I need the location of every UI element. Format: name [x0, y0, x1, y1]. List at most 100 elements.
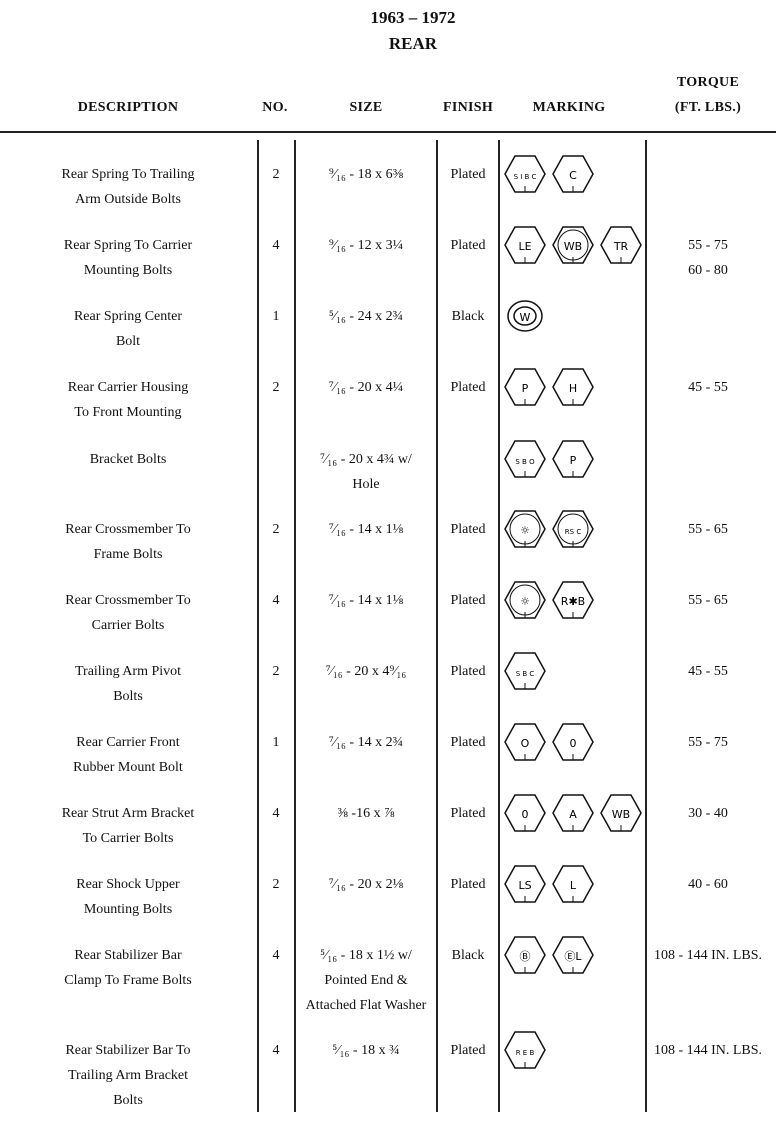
- row-description-line: Bolt: [115, 334, 141, 349]
- row-finish: Plated: [438, 1038, 498, 1063]
- header-no: NO.: [262, 100, 288, 115]
- row-size: ⁷⁄₁₆ - 14 x 1⅛: [296, 517, 436, 542]
- row-size-line: Pointed End &: [324, 973, 408, 988]
- row-description-line: Trailing Arm Pivot: [74, 664, 182, 679]
- row-description-line: Mounting Bolts: [83, 902, 173, 917]
- page-title-years: 1963 – 1972: [370, 8, 456, 27]
- row-size-line: ⁵⁄₁₆ - 18 x 1½ w/: [320, 948, 412, 963]
- row-description-line: Clamp To Frame Bolts: [64, 973, 192, 988]
- row-quantity-line: 4: [272, 238, 280, 253]
- row-description-line: Rear Stabilizer Bar: [74, 948, 182, 963]
- bolt-head-hex-icon: 0: [552, 723, 594, 761]
- bolt-head-hex-icon: 0: [504, 794, 546, 832]
- marking-text: W: [520, 311, 531, 324]
- header-marking: MARKING: [532, 100, 606, 115]
- marking-text: P: [570, 454, 577, 467]
- row-description-line: Rear Shock Upper: [76, 877, 180, 892]
- marking-text: Ⓑ: [520, 950, 531, 963]
- row-size-line: ⁷⁄₁₆ - 20 x 2⅛: [328, 877, 404, 892]
- marking-text: WB: [612, 808, 630, 821]
- row-description: Trailing Arm Pivot Bolts: [20, 659, 236, 709]
- bolt-head-hex-icon: TR: [600, 226, 642, 264]
- row-torque-line: 55 - 75: [688, 238, 728, 253]
- row-torque-line: 55 - 65: [688, 593, 728, 608]
- bolt-head-hex-icon: C: [552, 155, 594, 193]
- marking-text: O: [521, 737, 530, 750]
- row-description-line: Rear Strut Arm Bracket: [61, 806, 195, 821]
- marking-text: H: [569, 382, 577, 395]
- row-quantity-line: 4: [272, 806, 280, 821]
- row-description-line: Rear Stabilizer Bar To: [65, 1043, 191, 1058]
- row-quantity-line: 1: [272, 735, 280, 750]
- header-size: SIZE: [349, 100, 383, 115]
- row-torque-line: 55 - 65: [688, 522, 728, 537]
- row-description-line: Bracket Bolts: [89, 452, 167, 467]
- row-torque: 55 - 75: [646, 730, 770, 755]
- row-description: Rear Stabilizer Bar Clamp To Frame Bolts: [20, 943, 236, 993]
- row-finish-line: Plated: [450, 380, 486, 395]
- row-quantity-line: 4: [272, 593, 280, 608]
- marking-text: ☼: [520, 595, 530, 608]
- bolt-head-hex-icon: L: [552, 865, 594, 903]
- bolt-head-hex-icon: WB: [552, 226, 594, 264]
- row-quantity: 2: [258, 517, 294, 542]
- row-torque: 45 - 55: [646, 659, 770, 684]
- row-markings: Ⓑ ⒺL: [503, 935, 645, 975]
- row-quantity-line: 1: [272, 309, 280, 324]
- row-description-line: Rubber Mount Bolt: [73, 760, 183, 775]
- row-markings: ☼ R✱B: [503, 580, 645, 620]
- bolt-head-hex-icon: LE: [504, 226, 546, 264]
- row-description-line: Rear Carrier Housing: [67, 380, 189, 395]
- marking-text: L: [570, 879, 577, 892]
- column-divider: [645, 140, 647, 1112]
- row-quantity: 2: [258, 162, 294, 187]
- bolt-head-hex-icon: P: [504, 368, 546, 406]
- row-quantity-line: 2: [272, 664, 280, 679]
- row-markings: 0 A WB: [503, 793, 645, 833]
- marking-text: LE: [518, 240, 531, 253]
- row-torque-line: 108 - 144 IN. LBS.: [653, 1043, 763, 1058]
- header-torque-units: (FT. LBS.): [674, 100, 742, 115]
- row-description: Rear Crossmember To Frame Bolts: [20, 517, 236, 567]
- row-description-line: Carrier Bolts: [91, 618, 165, 633]
- row-finish-line: Black: [451, 948, 485, 963]
- row-quantity-line: 2: [272, 877, 280, 892]
- row-markings: ☼ RS C: [503, 509, 645, 549]
- marking-text: ⒺL: [564, 950, 582, 963]
- row-description: Bracket Bolts: [20, 447, 236, 472]
- row-finish-line: Plated: [450, 167, 486, 182]
- row-size-line: ⁵⁄₁₆ - 24 x 2¾: [328, 309, 404, 324]
- row-finish-line: Plated: [450, 735, 486, 750]
- bolt-head-hex-icon: R✱B: [552, 581, 594, 619]
- row-finish-line: Plated: [450, 238, 486, 253]
- bolt-head-hex-icon: ☼: [504, 581, 546, 619]
- row-description-line: Rear Carrier Front: [76, 735, 180, 750]
- row-torque: 30 - 40: [646, 801, 770, 826]
- row-description-line: To Carrier Bolts: [82, 831, 174, 846]
- row-torque-line: 108 - 144 IN. LBS.: [653, 948, 763, 963]
- row-markings: LE WB TR: [503, 225, 645, 265]
- row-size: ⁷⁄₁₆ - 20 x 4¾ w/Hole: [296, 447, 436, 497]
- header-description: DESCRIPTION: [77, 100, 179, 115]
- row-quantity: 2: [258, 375, 294, 400]
- row-quantity-line: 2: [272, 522, 280, 537]
- bolt-head-hex-icon: S I B C: [504, 155, 546, 193]
- row-description: Rear Spring To Carrier Mounting Bolts: [20, 233, 236, 283]
- row-finish: Plated: [438, 375, 498, 400]
- row-quantity: 4: [258, 233, 294, 258]
- row-markings: LS L: [503, 864, 645, 904]
- marking-text: P: [522, 382, 529, 395]
- row-quantity: 4: [258, 1038, 294, 1063]
- row-finish-line: Plated: [450, 664, 486, 679]
- row-size-line: ⅜ -16 x ⅞: [337, 806, 395, 821]
- row-torque-line: 60 - 80: [688, 263, 728, 278]
- row-quantity: 1: [258, 730, 294, 755]
- row-quantity: 2: [258, 659, 294, 684]
- page-title-section: REAR: [388, 34, 438, 53]
- header-divider: [0, 131, 776, 133]
- row-size-line: ⁷⁄₁₆ - 14 x 2¾: [328, 735, 404, 750]
- row-size: ⁷⁄₁₆ - 20 x 4⁹⁄₁₆: [296, 659, 436, 684]
- marking-text: R E B: [516, 1049, 535, 1057]
- row-torque: 45 - 55: [646, 375, 770, 400]
- row-description: Rear Strut Arm Bracket To Carrier Bolts: [20, 801, 236, 851]
